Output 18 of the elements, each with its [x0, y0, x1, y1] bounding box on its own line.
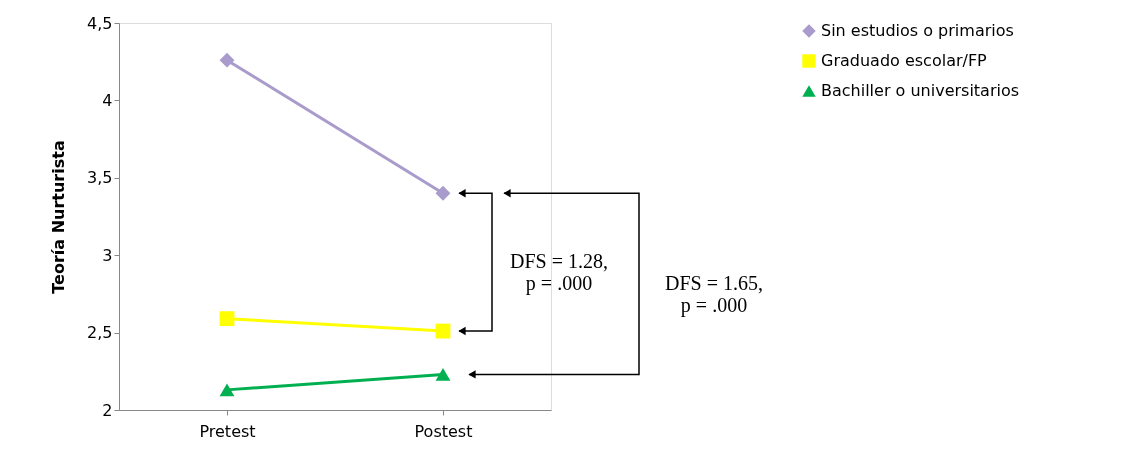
y-tick-label: 4,5 — [87, 13, 113, 33]
y-tick-label: 3,5 — [87, 168, 113, 188]
y-tick-label: 3 — [102, 245, 113, 265]
legend-label: Sin estudios o primarios — [821, 21, 1014, 40]
legend-label: Bachiller o universitarios — [821, 81, 1020, 100]
x-tick-label: Postest — [414, 421, 473, 441]
text: DFS = 1.65, p = .000 — [665, 271, 763, 317]
y-tick-label: 2 — [102, 400, 113, 420]
legend-label: Graduado escolar/FP — [821, 51, 988, 70]
y-tick-label: 4 — [102, 90, 113, 110]
point — [219, 311, 235, 327]
y-axis-title: Teoría Nurturista — [49, 140, 69, 294]
point — [435, 185, 451, 201]
x-tick-label: Pretest — [199, 421, 256, 441]
point — [219, 52, 235, 68]
annotation: DFS = 1.28, p = .000 — [510, 250, 608, 296]
y-tick-label: 2,5 — [87, 323, 113, 343]
point — [435, 323, 451, 339]
